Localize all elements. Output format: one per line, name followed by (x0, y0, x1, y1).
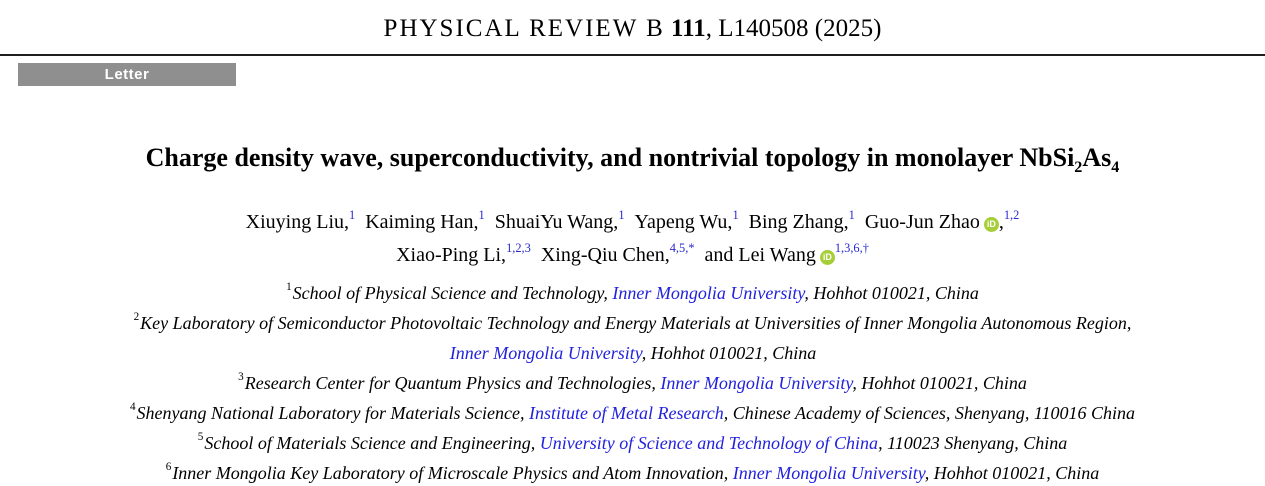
author-affiliation-ref[interactable]: 1,2,3 (506, 240, 531, 255)
journal-volume: 111 (671, 15, 706, 42)
header-rule (0, 54, 1265, 56)
orcid-icon[interactable]: iD (819, 249, 835, 265)
affiliation-number: 5 (197, 431, 204, 444)
affiliation-text: Inner Mongolia Key Laboratory of Microsc… (172, 462, 733, 483)
author-name: Xing-Qiu Chen, (540, 243, 670, 266)
paper-title: Charge density wave, superconductivity, … (0, 143, 1265, 177)
affiliation-text: School of Materials Science and Engineer… (204, 432, 540, 453)
author: Kaiming Han,1 (365, 207, 485, 233)
author-name: ShuaiYu Wang, (494, 210, 619, 233)
affiliation-list: 1School of Physical Science and Technolo… (0, 276, 1265, 486)
author-affiliation-ref[interactable]: 1,2 (1003, 207, 1020, 222)
affiliation-line: 5School of Materials Science and Enginee… (0, 426, 1265, 456)
journal-article-id: , L140508 (2025) (705, 15, 882, 42)
affiliation-text: , Hohhot 010021, China (924, 462, 1100, 483)
affiliation-link[interactable]: Inner Mongolia University (449, 342, 642, 363)
letter-badge: Letter (18, 63, 236, 86)
author: Bing Zhang,1 (748, 207, 855, 233)
author: ShuaiYu Wang,1 (494, 207, 625, 233)
author-affiliation-ref[interactable]: 1 (848, 207, 855, 222)
affiliation-link[interactable]: Inner Mongolia University (732, 462, 925, 483)
affiliation-number: 1 (286, 281, 292, 294)
author-name: Xiao-Ping Li, (396, 243, 507, 266)
affiliation-text: , Hohhot 010021, China (641, 342, 817, 363)
affiliation-number: 6 (165, 461, 172, 474)
author-name: Yapeng Wu, (634, 210, 733, 233)
affiliation-line: 1School of Physical Science and Technolo… (0, 276, 1265, 306)
affiliation-line: 2Key Laboratory of Semiconductor Photovo… (0, 306, 1265, 336)
affiliation-text: , 110023 Shenyang, China (878, 432, 1068, 453)
affiliation-line: 6Inner Mongolia Key Laboratory of Micros… (0, 456, 1265, 486)
affiliation-text: Key Laboratory of Semiconductor Photovol… (140, 312, 1132, 333)
journal-name: PHYSICAL REVIEW B (383, 15, 665, 42)
author-name: and Lei Wang (704, 243, 816, 266)
author-affiliation-ref[interactable]: 4,5,* (669, 240, 695, 255)
affiliation-number: 2 (133, 311, 140, 324)
author: Xiao-Ping Li,1,2,3 (396, 240, 531, 266)
paper-title-subscript: 4 (1111, 159, 1120, 177)
orcid-icon[interactable]: iD (983, 216, 999, 232)
affiliation-link[interactable]: University of Science and Technology of … (539, 432, 879, 453)
author-name: Xiuying Liu, (245, 210, 350, 233)
author-affiliation-ref[interactable]: 1 (618, 207, 625, 222)
author-name: Bing Zhang, (748, 210, 849, 233)
affiliation-line: 4Shenyang National Laboratory for Materi… (0, 396, 1265, 426)
affiliation-text: Shenyang National Laboratory for Materia… (136, 402, 529, 423)
author-affiliation-ref[interactable]: 1,3,6,† (834, 240, 869, 255)
author: and Lei Wang iD1,3,6,† (704, 240, 869, 266)
author-name: Kaiming Han, (365, 210, 479, 233)
author-affiliation-ref[interactable]: 1 (349, 207, 356, 222)
affiliation-number: 3 (238, 371, 244, 384)
author-list: Xiuying Liu,1 Kaiming Han,1 ShuaiYu Wang,1… (0, 203, 1265, 268)
paper-title-text: Charge density wave, superconductivity, … (145, 143, 1075, 172)
affiliation-text: , Hohhot 010021, China (804, 282, 979, 303)
affiliation-link[interactable]: Institute of Metal Research (529, 402, 724, 423)
author-name: Guo-Jun Zhao (864, 210, 980, 233)
paper-title-text: As (1082, 143, 1112, 172)
author: Xing-Qiu Chen,4,5,* (540, 240, 695, 266)
journal-header: PHYSICAL REVIEW B 111, L140508 (2025) (0, 0, 1265, 43)
affiliation-link[interactable]: Inner Mongolia University (660, 372, 853, 393)
affiliation-text: Research Center for Quantum Physics and … (244, 372, 661, 393)
author-name-punctuation: , (998, 210, 1004, 233)
author-affiliation-ref[interactable]: 1 (732, 207, 739, 222)
author-line-2: Xiao-Ping Li,1,2,3 Xing-Qiu Chen,4,5,* and… (0, 236, 1265, 269)
affiliation-number: 4 (129, 401, 136, 414)
paper-title-subscript: 2 (1074, 159, 1083, 177)
affiliation-line: 3Research Center for Quantum Physics and… (0, 366, 1265, 396)
affiliation-link[interactable]: Inner Mongolia University (612, 282, 805, 303)
author-line-1: Xiuying Liu,1 Kaiming Han,1 ShuaiYu Wang,1… (0, 203, 1265, 236)
affiliation-line: Inner Mongolia University, Hohhot 010021… (0, 336, 1265, 366)
author: Guo-Jun Zhao iD ,1,2 (864, 207, 1020, 233)
author: Xiuying Liu,1 (245, 207, 356, 233)
affiliation-text: , Chinese Academy of Sciences, Shenyang,… (723, 402, 1136, 423)
author: Yapeng Wu,1 (634, 207, 739, 233)
affiliation-text: School of Physical Science and Technolog… (292, 282, 613, 303)
affiliation-text: , Hohhot 010021, China (852, 372, 1027, 393)
author-affiliation-ref[interactable]: 1 (478, 207, 485, 222)
